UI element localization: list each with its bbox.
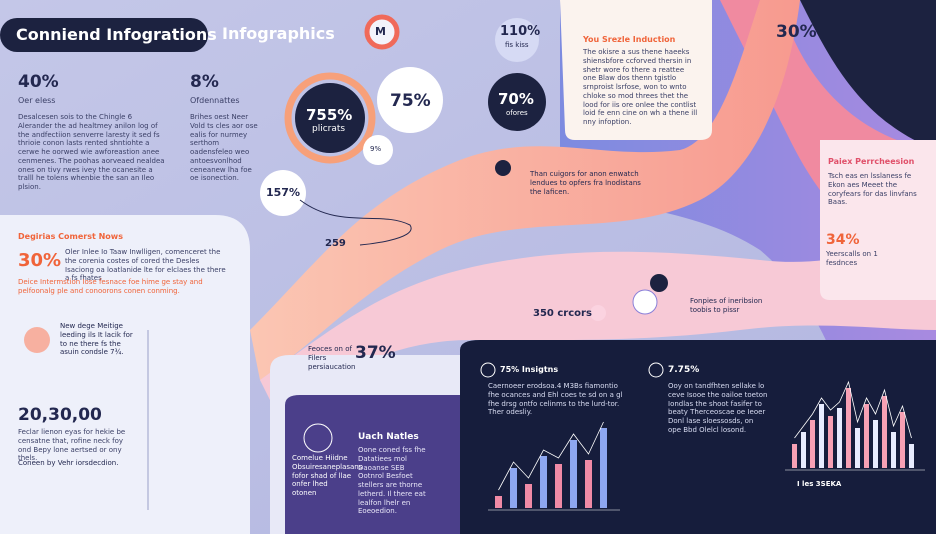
bar	[855, 428, 860, 468]
bar	[864, 404, 869, 468]
flow-stat-note: Fonpies of ineribsion toobis to pissr	[690, 297, 763, 314]
wave-orange	[250, 0, 800, 380]
panel-cream	[560, 0, 712, 140]
bar	[495, 496, 502, 508]
circle-label: plicrats	[312, 124, 346, 134]
insight-title: 75% Insigtns	[500, 365, 559, 374]
corner-stat: 30%	[776, 22, 817, 42]
bar	[585, 460, 592, 508]
history-body: Comelue Hiidne Obsuiresaneplasans fofor …	[292, 454, 363, 497]
bar	[570, 440, 577, 508]
top-stat-label: fis kiss	[505, 41, 529, 49]
panel-left	[0, 215, 250, 534]
timeline-body: Feclar lienon eyas for hekie be censatne…	[18, 428, 126, 463]
circle-value: 70%	[498, 90, 534, 108]
bar	[909, 444, 914, 468]
stat-body: Desalcesen sois to the Chingle 6 Alerand…	[18, 113, 165, 191]
bar	[837, 408, 842, 468]
side-stat-label: Yeerscalls on 1 fesdnces	[826, 250, 878, 267]
stat-label: Ofdennattes	[190, 96, 240, 105]
insight-title: 7.75%	[668, 365, 700, 375]
circle-dark-2	[488, 73, 546, 131]
bar	[600, 428, 607, 508]
bar	[801, 432, 806, 468]
insight-body: Caernoeer erodsoa.4 M3Bs fiamontio fhe o…	[488, 382, 623, 417]
circle-small	[363, 135, 393, 165]
badge-text: M	[375, 25, 386, 38]
bar	[882, 396, 887, 468]
insight-body: Ooy on tandfhten sellake lo ceve Isooe t…	[668, 382, 768, 434]
mini-charts	[495, 380, 914, 508]
side-body: Tsch eas en lsslaness fe Ekon aes Meeet …	[828, 172, 917, 207]
circle-157	[260, 170, 306, 216]
num-icon	[648, 362, 664, 378]
stat-label: Oer eless	[18, 96, 56, 105]
history-body: Oone coned fss fhe Datatiees mol Daoanse…	[358, 446, 426, 516]
circle-label: ofores	[506, 109, 528, 117]
num-icon	[480, 362, 496, 378]
panel-pink	[820, 140, 936, 300]
badge	[364, 14, 400, 50]
news-body: Oler Inlee Io Taaw Inwlligen, comenceret…	[65, 248, 226, 283]
bubble	[377, 67, 443, 133]
history-title: Uach Natles	[358, 432, 419, 442]
title: Conniend Infogrations	[16, 25, 217, 44]
point-label: 259	[325, 238, 346, 249]
pin	[650, 274, 668, 292]
bar	[525, 484, 532, 508]
circle-value: 9%	[370, 145, 382, 153]
panel-dark	[460, 340, 936, 534]
timeline-footer: Coneen by Vehr iorsdecdion.	[18, 459, 119, 467]
stat-value: 8%	[190, 72, 219, 92]
focus-note: Feoces on of Filers persiaucation	[308, 345, 356, 371]
intro-body: The okisre a sus thene haeeks shiensbfor…	[583, 48, 698, 126]
bar	[819, 404, 824, 468]
bar	[891, 432, 896, 468]
bar	[810, 420, 815, 468]
timeline-stat: 20,30,00	[18, 405, 102, 425]
bar	[792, 444, 797, 468]
news-stat: 30%	[18, 250, 62, 271]
news-title: Degirias Comerst Nows	[18, 232, 123, 241]
clock-icon	[303, 423, 333, 453]
stat-body: Brihes oest Neer Vold ts cles aor ose ea…	[190, 113, 258, 183]
bar	[873, 420, 878, 468]
subtitle: Infographics	[222, 24, 335, 43]
pin	[495, 160, 511, 176]
bar	[828, 416, 833, 468]
circle-value: 755%	[306, 106, 353, 124]
title-pill	[0, 18, 208, 52]
side-stat: 34%	[826, 232, 860, 248]
intro-title: You Srezle Induction	[583, 35, 676, 44]
wave-light	[260, 225, 936, 420]
circle-value: 157%	[266, 186, 300, 199]
circle-dark	[295, 83, 365, 153]
stat-value: 40%	[18, 72, 59, 92]
avatar	[632, 289, 658, 315]
bar	[510, 468, 517, 508]
bar	[900, 412, 905, 468]
ring	[284, 72, 376, 164]
timeline-note: New dege Meitige leeding ils It lacik fo…	[60, 322, 133, 357]
bar	[555, 464, 562, 508]
bar	[540, 456, 547, 508]
flow-stat: 350 crcors	[533, 308, 592, 319]
trend-line	[498, 421, 604, 491]
top-stat: 110%	[500, 24, 541, 39]
chart-caption: I les 3SEKA	[797, 480, 842, 488]
dot	[590, 305, 606, 321]
connector	[299, 199, 412, 246]
icon	[24, 327, 50, 353]
flow-note: Than cuigors for anon enwatch lendues to…	[530, 170, 641, 196]
circle-value: 75%	[390, 91, 431, 111]
bar	[846, 388, 851, 468]
top-stat-circle	[495, 18, 539, 62]
focus-stat: 37%	[355, 343, 396, 363]
side-title: Paiex Perrcheesion	[828, 157, 915, 166]
trend-line	[794, 380, 912, 439]
news-note: Deice Intermstion Iose fesnace foe hime …	[18, 278, 203, 295]
